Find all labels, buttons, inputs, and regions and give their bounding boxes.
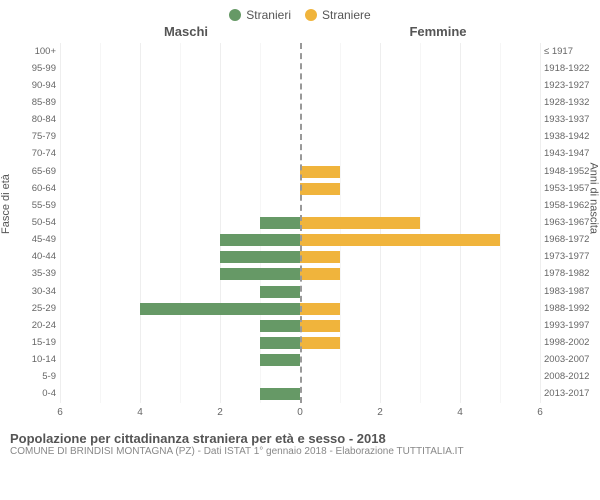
y-label-birth: 1943-1947 xyxy=(540,148,600,159)
y-label-birth: 1998-2002 xyxy=(540,337,600,348)
bar-male xyxy=(220,234,300,246)
y-label-birth: 1923-1927 xyxy=(540,80,600,91)
bar-male xyxy=(260,320,300,332)
bar-female xyxy=(300,268,340,280)
y-label-age: 85-89 xyxy=(0,97,60,108)
y-label-age: 55-59 xyxy=(0,200,60,211)
bar-female xyxy=(300,166,340,178)
y-label-birth: 1948-1952 xyxy=(540,166,600,177)
bar-female xyxy=(300,303,340,315)
legend-item-female: Straniere xyxy=(305,8,371,22)
chart-root: Stranieri Straniere Maschi Femmine Fasce… xyxy=(0,0,600,500)
chart-subtitle: COMUNE DI BRINDISI MONTAGNA (PZ) - Dati … xyxy=(10,446,590,457)
x-tick-label: 2 xyxy=(217,407,223,418)
y-label-age: 30-34 xyxy=(0,286,60,297)
y-label-age: 5-9 xyxy=(0,371,60,382)
bar-male xyxy=(260,337,300,349)
axis-zero-line xyxy=(300,43,302,403)
x-tick-label: 2 xyxy=(377,407,383,418)
legend-item-male: Stranieri xyxy=(229,8,291,22)
y-label-birth: 1963-1967 xyxy=(540,217,600,228)
y-label-age: 60-64 xyxy=(0,183,60,194)
y-label-birth: 2008-2012 xyxy=(540,371,600,382)
y-label-birth: 2003-2007 xyxy=(540,354,600,365)
bar-female xyxy=(300,320,340,332)
y-label-birth: ≤ 1917 xyxy=(540,46,600,57)
panel-title-male: Maschi xyxy=(60,24,312,39)
y-label-birth: 1928-1932 xyxy=(540,97,600,108)
x-tick-label: 4 xyxy=(137,407,143,418)
y-label-birth: 1978-1982 xyxy=(540,268,600,279)
bar-male xyxy=(260,217,300,229)
y-label-birth: 1993-1997 xyxy=(540,320,600,331)
y-label-birth: 1933-1937 xyxy=(540,114,600,125)
y-label-age: 80-84 xyxy=(0,114,60,125)
y-label-age: 65-69 xyxy=(0,166,60,177)
y-label-age: 100+ xyxy=(0,46,60,57)
y-label-birth: 1968-1972 xyxy=(540,234,600,245)
bar-female xyxy=(300,183,340,195)
y-label-age: 35-39 xyxy=(0,268,60,279)
panel-titles: Maschi Femmine xyxy=(0,24,600,39)
bar-male xyxy=(220,251,300,263)
y-label-age: 15-19 xyxy=(0,337,60,348)
y-label-birth: 1953-1957 xyxy=(540,183,600,194)
y-label-age: 90-94 xyxy=(0,80,60,91)
panel-title-female: Femmine xyxy=(312,24,564,39)
bar-female xyxy=(300,217,420,229)
x-tick-label: 4 xyxy=(457,407,463,418)
legend-swatch-female xyxy=(305,9,317,21)
y-label-birth: 1918-1922 xyxy=(540,63,600,74)
y-label-age: 10-14 xyxy=(0,354,60,365)
y-label-age: 50-54 xyxy=(0,217,60,228)
y-label-birth: 2013-2017 xyxy=(540,388,600,399)
y-label-age: 75-79 xyxy=(0,131,60,142)
y-label-birth: 1988-1992 xyxy=(540,303,600,314)
y-label-birth: 1983-1987 xyxy=(540,286,600,297)
x-tick-label: 0 xyxy=(297,407,303,418)
y-label-age: 70-74 xyxy=(0,148,60,159)
bar-male xyxy=(140,303,300,315)
bar-female xyxy=(300,337,340,349)
plot-inner xyxy=(60,43,540,403)
y-label-age: 0-4 xyxy=(0,388,60,399)
bar-male xyxy=(260,354,300,366)
chart-title: Popolazione per cittadinanza straniera p… xyxy=(10,431,590,446)
y-label-age: 45-49 xyxy=(0,234,60,245)
y-label-age: 95-99 xyxy=(0,63,60,74)
bar-female xyxy=(300,234,500,246)
legend: Stranieri Straniere xyxy=(0,0,600,24)
legend-label-male: Stranieri xyxy=(246,8,291,22)
bar-female xyxy=(300,251,340,263)
x-tick-label: 6 xyxy=(57,407,63,418)
y-label-birth: 1938-1942 xyxy=(540,131,600,142)
y-label-age: 40-44 xyxy=(0,251,60,262)
bar-male xyxy=(220,268,300,280)
chart-footer: Popolazione per cittadinanza straniera p… xyxy=(0,425,600,457)
y-label-age: 20-24 xyxy=(0,320,60,331)
x-tick-label: 6 xyxy=(537,407,543,418)
y-label-birth: 1958-1962 xyxy=(540,200,600,211)
plot-area: Fasce di età Anni di nascita 6420246 100… xyxy=(0,43,600,425)
x-axis-ticks: 6 4 2 0 2 4 6 xyxy=(60,407,540,423)
bar-male xyxy=(260,286,300,298)
legend-swatch-male xyxy=(229,9,241,21)
bar-male xyxy=(260,388,300,400)
y-label-age: 25-29 xyxy=(0,303,60,314)
legend-label-female: Straniere xyxy=(322,8,371,22)
y-label-birth: 1973-1977 xyxy=(540,251,600,262)
